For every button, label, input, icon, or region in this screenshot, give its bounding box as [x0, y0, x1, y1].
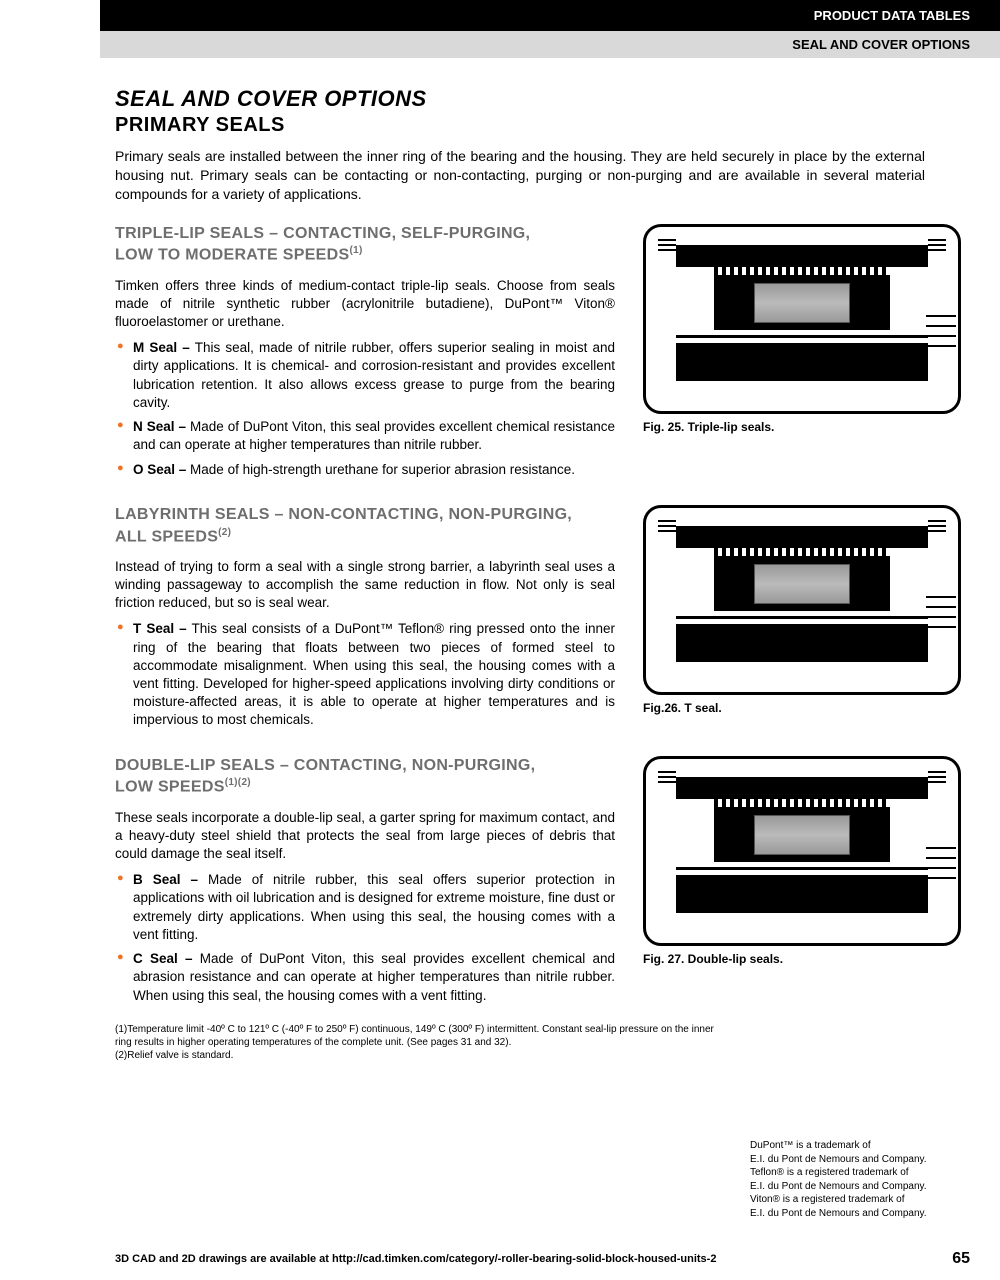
header-black-bar: PRODUCT DATA TABLES	[100, 0, 1000, 31]
bullet-list: M Seal – This seal, made of nitrile rubb…	[115, 339, 615, 479]
sub-title: PRIMARY SEALS	[115, 114, 970, 137]
footnote-1: (1)Temperature limit -40º C to 121º C (-…	[115, 1023, 715, 1049]
trademark-note: DuPont™ is a trademark of E.I. du Pont d…	[750, 1139, 970, 1220]
section-heading: DOUBLE-LIP SEALS – CONTACTING, NON-PURGI…	[115, 756, 615, 799]
main-title: SEAL AND COVER OPTIONS	[115, 86, 970, 112]
figure-caption: Fig. 25. Triple-lip seals.	[643, 420, 963, 434]
figure-caption: Fig.26. T seal.	[643, 701, 963, 715]
section-body: Instead of trying to form a seal with a …	[115, 558, 615, 613]
section-heading: TRIPLE-LIP SEALS – CONTACTING, SELF-PURG…	[115, 224, 615, 267]
page-content: SEAL AND COVER OPTIONS PRIMARY SEALS Pri…	[0, 58, 1000, 1062]
header-top-text: PRODUCT DATA TABLES	[814, 8, 970, 23]
section-triple-lip: TRIPLE-LIP SEALS – CONTACTING, SELF-PURG…	[115, 224, 970, 485]
list-item: T Seal – This seal consists of a DuPont™…	[115, 620, 615, 729]
list-item: O Seal – Made of high-strength urethane …	[115, 461, 615, 479]
list-item: C Seal – Made of DuPont Viton, this seal…	[115, 950, 615, 1005]
figure-27	[643, 756, 961, 946]
section-body: Timken offers three kinds of medium-cont…	[115, 277, 615, 332]
bullet-list: B Seal – Made of nitrile rubber, this se…	[115, 871, 615, 1005]
list-item: M Seal – This seal, made of nitrile rubb…	[115, 339, 615, 412]
header-sub-text: SEAL AND COVER OPTIONS	[792, 37, 970, 52]
footnote-2: (2)Relief valve is standard.	[115, 1049, 715, 1062]
section-heading: LABYRINTH SEALS – NON-CONTACTING, NON-PU…	[115, 505, 615, 548]
figure-caption: Fig. 27. Double-lip seals.	[643, 952, 963, 966]
page-number: 65	[952, 1250, 970, 1268]
bullet-list: T Seal – This seal consists of a DuPont™…	[115, 620, 615, 729]
page-footer: 3D CAD and 2D drawings are available at …	[115, 1250, 970, 1268]
section-double-lip: DOUBLE-LIP SEALS – CONTACTING, NON-PURGI…	[115, 756, 970, 1011]
footnotes: (1)Temperature limit -40º C to 121º C (-…	[115, 1023, 715, 1062]
figure-26	[643, 505, 961, 695]
header-gray-bar: SEAL AND COVER OPTIONS	[100, 31, 1000, 58]
figure-25	[643, 224, 961, 414]
list-item: B Seal – Made of nitrile rubber, this se…	[115, 871, 615, 944]
list-item: N Seal – Made of DuPont Viton, this seal…	[115, 418, 615, 454]
section-body: These seals incorporate a double-lip sea…	[115, 809, 615, 864]
section-labyrinth: LABYRINTH SEALS – NON-CONTACTING, NON-PU…	[115, 505, 970, 736]
footer-text: 3D CAD and 2D drawings are available at …	[115, 1253, 716, 1265]
intro-paragraph: Primary seals are installed between the …	[115, 147, 925, 204]
